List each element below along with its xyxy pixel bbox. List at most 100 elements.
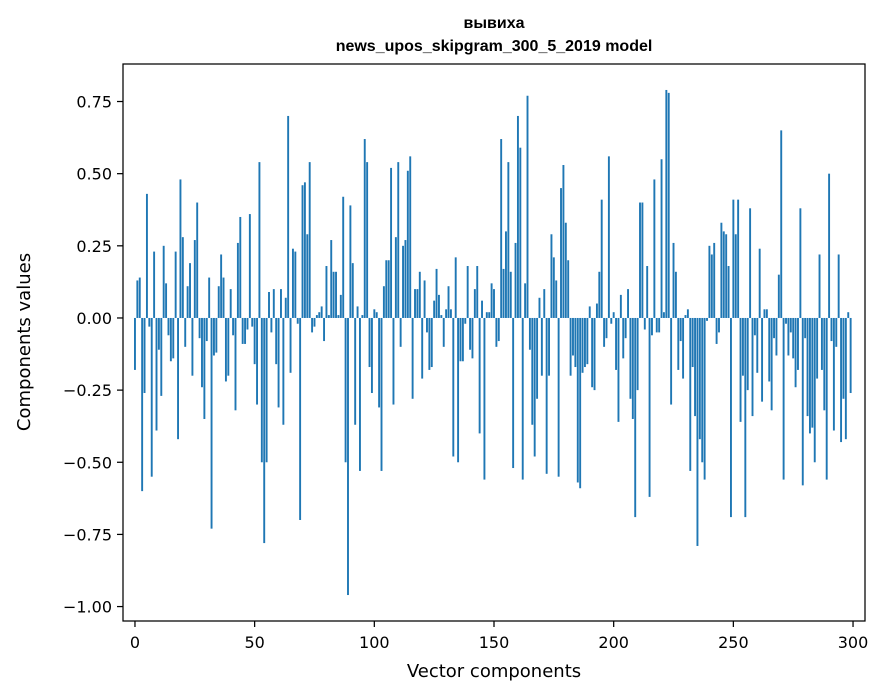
x-axis: 0 50 100 150 200 250 300 [130,621,868,652]
bar [545,317,548,474]
bar [318,312,321,318]
bar [579,317,582,489]
bar [777,274,780,318]
bar [646,266,649,318]
bar [696,317,699,546]
bar [287,115,290,318]
bar [155,317,158,431]
bar [710,254,713,318]
y-axis-label: Components values [14,253,35,431]
bar [813,317,816,463]
bar [567,260,570,318]
bar [260,317,263,463]
bar [160,317,163,396]
bar [605,317,608,339]
bar [172,317,175,359]
bar [433,300,436,318]
bar [344,317,347,463]
bar [595,303,598,318]
bar [236,242,239,318]
bar [411,317,414,399]
bar [667,92,670,318]
bar [313,317,316,327]
bar [459,317,462,362]
bar [301,185,304,318]
bar [373,309,376,318]
bar [409,156,412,318]
bar [239,216,242,318]
bar [270,317,273,333]
bar [514,242,517,318]
bar [153,251,156,318]
bar [560,188,562,318]
bar [143,317,146,394]
bar [406,170,409,318]
bar [330,240,333,318]
bar [256,317,258,405]
bar [500,139,503,318]
bar [418,271,421,318]
bar [624,317,627,339]
bar [294,251,297,318]
bar [296,317,299,324]
bar [449,309,452,318]
bar [435,268,438,318]
bar [797,317,799,370]
bar [708,245,711,318]
bar [528,317,531,350]
bar [828,173,831,318]
bar [526,95,529,318]
bar [533,317,536,457]
bar [744,317,747,518]
bar [615,317,618,370]
bar [356,306,359,318]
bar [662,312,665,318]
bar [574,317,577,368]
bar [423,280,426,318]
bar [375,312,378,318]
bar [727,266,730,318]
bar [342,196,345,318]
bar [215,317,218,353]
bar [251,317,254,327]
bar [363,139,366,318]
bar [552,257,555,318]
bar [466,266,469,318]
bar [816,317,819,379]
bar [169,317,172,362]
bar [134,317,136,370]
bar [844,317,847,440]
bar [347,317,349,596]
bar [521,317,524,480]
bar [339,294,342,318]
bar [576,317,579,483]
x-tick-label: 200 [598,633,629,652]
bar [825,317,828,480]
y-tick-label: −1.00 [63,598,112,617]
bar [598,271,601,318]
bar [299,317,302,520]
bar [167,317,170,336]
bar [562,165,565,318]
bar [643,317,646,330]
bar [531,317,534,425]
bar [581,317,584,373]
bar [660,159,663,318]
bar [651,317,653,336]
bar [337,315,340,318]
bar [483,317,486,480]
bar [351,263,354,318]
bar [394,237,397,318]
bar [794,317,797,388]
bar [244,317,247,344]
bar [722,231,725,318]
bar [241,317,244,344]
bar [478,317,481,434]
bar [136,280,139,318]
bar [584,317,586,368]
x-tick-label: 50 [244,633,264,652]
bar [229,289,232,318]
bar [516,115,519,318]
bar [557,317,560,477]
